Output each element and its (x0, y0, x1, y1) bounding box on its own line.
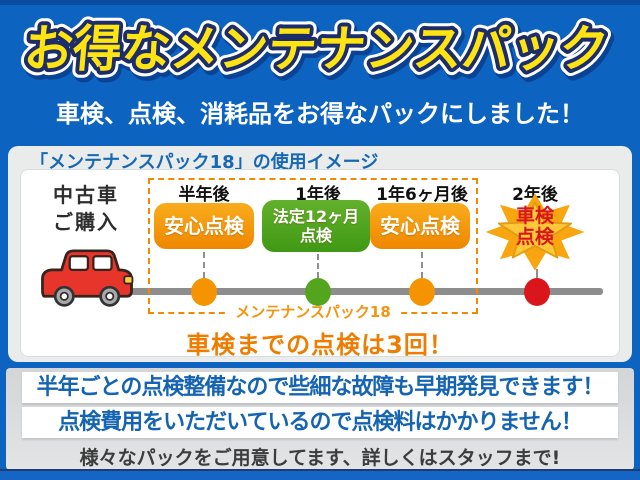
connector-line-4 (536, 269, 538, 278)
shaken-star-label: 車検 点検 (483, 206, 587, 248)
time-label-half-year: 半年後 (178, 185, 230, 205)
time-label-18-months: 1年6ヶ月後 (376, 185, 468, 205)
connector-line-3 (421, 252, 423, 278)
timeline-dot-3 (409, 278, 435, 306)
main-title: お得なメンテナンスパック お得なメンテナンスパック お得なメンテナンスパック お… (15, 13, 621, 89)
bottom-border-stripe (0, 469, 640, 480)
purchase-label-line2: ご購入 (53, 210, 119, 234)
info-section: 半年ごとの点検整備なので些細な故障も早期発見できます！ 点検費用をいただいている… (6, 368, 634, 470)
timeline-dot-1 (191, 278, 217, 306)
inspection-badge-3: 安心点検 (370, 203, 470, 249)
subtitle: 車検、点検、消耗品をお得なパックにしました！ (56, 100, 584, 128)
inspection-badge-2: 法定12ヶ月 点検 (262, 200, 370, 252)
car-icon (41, 249, 134, 307)
timeline-diagram: 中古車 ご購入 メンテナンスパック18 半年後 1年後 (20, 169, 620, 359)
inspection-badge-2-line2: 点検 (299, 226, 332, 245)
info-banner-2: 点検費用をいただいているので点検料はかかりません！ (22, 407, 618, 438)
connector-line-2 (317, 254, 319, 278)
pack-coverage-box: メンテナンスパック18 (148, 178, 478, 322)
pack-box-label: メンテナンスパック18 (228, 301, 398, 322)
usage-diagram-panel: 「メンテナンスパック18」の使用イメージ 中古車 ご購入 メンテナンスパック1 (8, 146, 632, 362)
star-burst-icon (485, 193, 585, 271)
diagram-title: 「メンテナンスパック18」の使用イメージ (30, 152, 379, 173)
svg-text:お得なメンテナンスパック: お得なメンテナンスパック (25, 24, 614, 82)
svg-text:お得なメンテナンスパック: お得なメンテナンスパック (22, 20, 611, 78)
footer-note: 様々なパックをご用意してます、詳しくはスタッフまで! (79, 447, 561, 469)
timeline-dot-4 (524, 278, 550, 306)
shaken-star-line1: 車検 (515, 205, 554, 227)
purchase-label: 中古車 ご購入 (31, 182, 141, 236)
summary-text: 車検までの点検は3回！ (186, 331, 454, 359)
shaken-star-line2: 点検 (515, 226, 554, 248)
timeline-dot-2 (305, 278, 331, 306)
top-border-stripe (0, 0, 640, 5)
svg-text:お得なメンテナンスパック: お得なメンテナンスパック (22, 20, 611, 78)
inspection-badge-1: 安心点検 (154, 203, 254, 249)
inspection-badge-2-line1: 法定12ヶ月 (272, 207, 360, 226)
info-banner-1: 半年ごとの点検整備なので些細な故障も早期発見できます！ (22, 372, 618, 403)
timeline-bar (121, 288, 603, 295)
purchase-label-line1: 中古車 (53, 183, 119, 207)
svg-text:お得なメンテナンスパック: お得なメンテナンスパック (22, 20, 611, 78)
connector-line-1 (203, 252, 205, 278)
